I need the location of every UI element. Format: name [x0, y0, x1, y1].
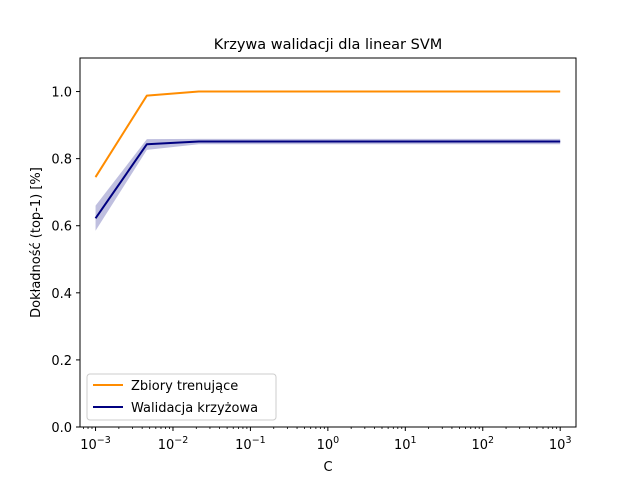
legend-label-training: Zbiory trenujące [131, 379, 238, 394]
series-band-1 [95, 138, 561, 231]
chart-title: Krzywa walidacji dla linear SVM [214, 37, 443, 53]
series-lines [94, 90, 561, 219]
x-tick-label-1: 10−2 [158, 435, 189, 453]
x-axis-ticks: 10−3 10−2 10−1 100 101 102 103 [80, 427, 571, 453]
legend: Zbiory trenujące Walidacja krzyżowa [86, 373, 277, 421]
x-tick-label-6: 103 [549, 435, 572, 453]
y-tick-label-5: 1.0 [51, 86, 72, 101]
y-tick-label-3: 0.6 [51, 220, 72, 235]
legend-box [86, 373, 277, 421]
y-tick-label-0: 0.0 [51, 421, 72, 436]
y-axis-ticks: 0.0 0.2 0.4 0.6 0.8 1.0 [51, 86, 80, 436]
y-axis-label: Dokładność (top-1) [%] [29, 167, 44, 318]
x-tick-label-4: 101 [394, 435, 417, 453]
y-tick-label-1: 0.2 [51, 354, 72, 369]
x-tick-label-3: 100 [317, 435, 340, 453]
x-tick-label-0: 10−3 [80, 435, 111, 453]
x-tick-label-5: 102 [471, 435, 494, 453]
series-band-0 [95, 91, 561, 179]
y-tick-label-2: 0.4 [51, 287, 72, 302]
legend-label-cross-validation: Walidacja krzyżowa [131, 401, 258, 416]
plot-frame [79, 57, 577, 428]
confidence-bands [95, 91, 561, 231]
series-line-0 [94, 90, 561, 178]
y-tick-label-4: 0.8 [51, 153, 72, 168]
series-line-1 [94, 140, 561, 219]
x-axis-label: C [323, 460, 332, 475]
x-tick-label-2: 10−1 [235, 435, 266, 453]
